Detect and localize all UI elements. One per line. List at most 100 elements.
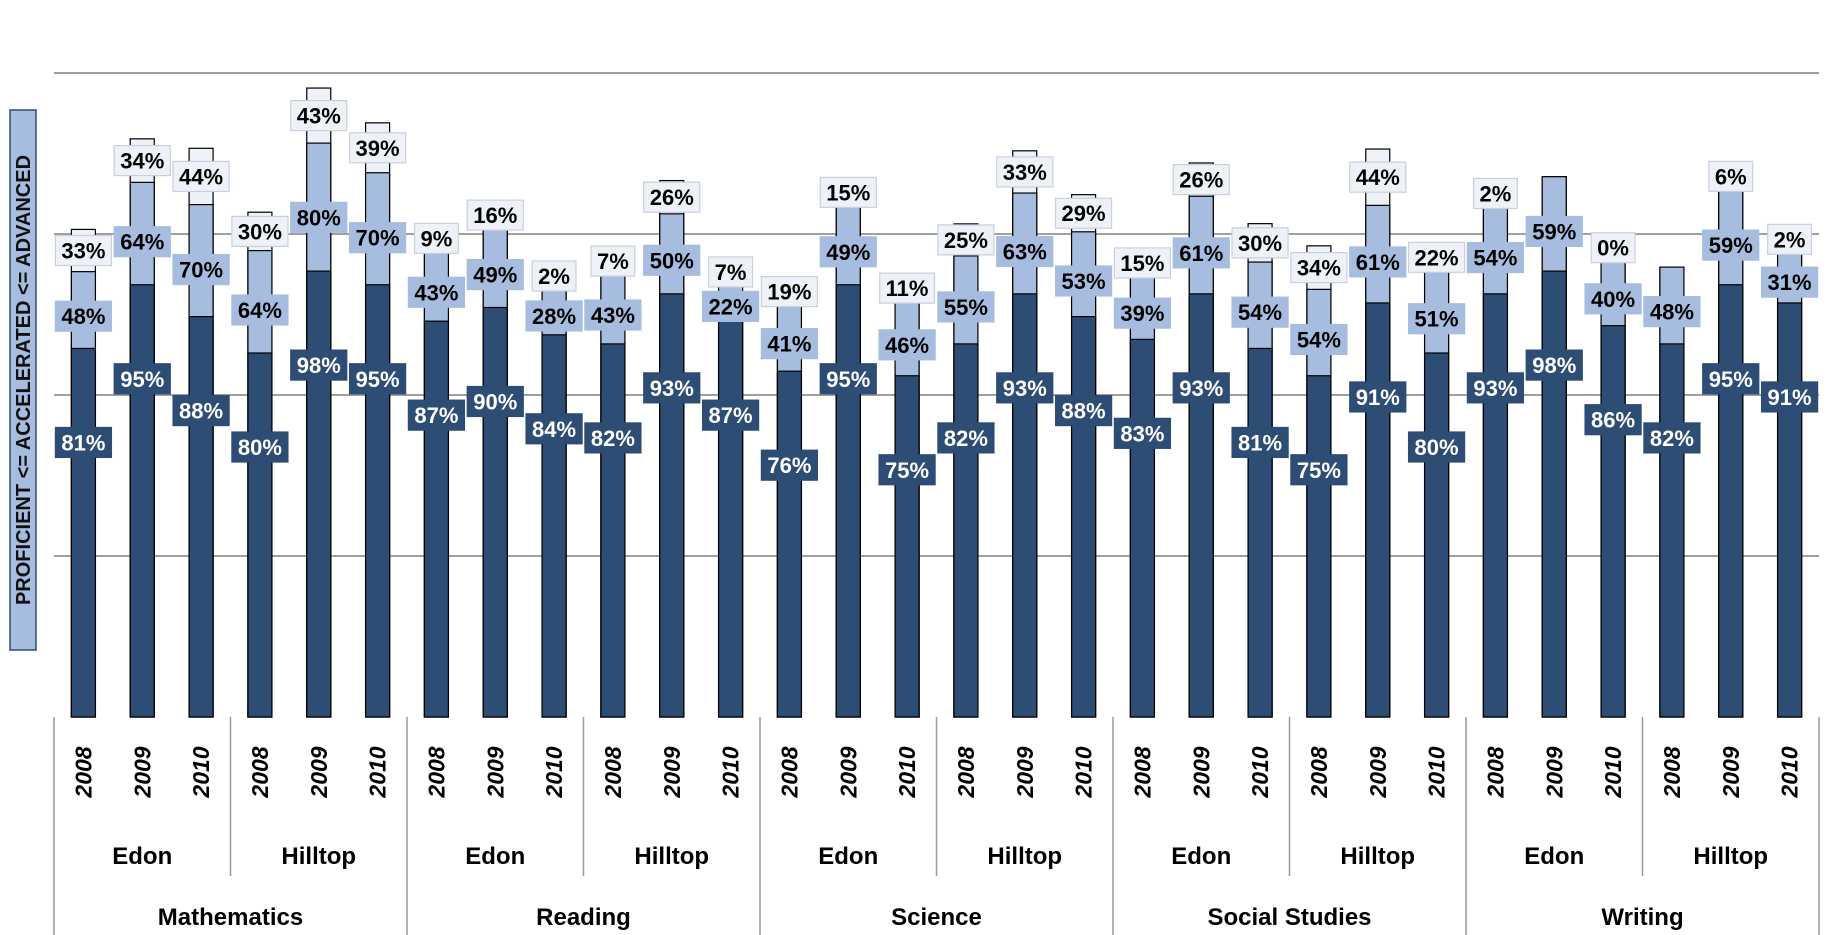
- year-tick-label: 2010: [1247, 746, 1273, 798]
- label-advanced-box: [348, 132, 407, 164]
- label-accelerated: 59%: [1525, 215, 1583, 248]
- label-accelerated-box: [348, 222, 407, 254]
- label-accelerated-text: 49%: [826, 240, 870, 265]
- label-accelerated-text: 31%: [1768, 270, 1812, 295]
- label-accelerated-text: 61%: [1179, 241, 1223, 266]
- label-accelerated-box: [1407, 303, 1466, 335]
- label-accelerated-text: 61%: [1356, 250, 1400, 275]
- label-advanced-text: 2%: [1774, 227, 1806, 252]
- y-axis-title: PROFICIENT <= ACCELERATED <= ADVANCED: [9, 109, 37, 651]
- label-proficient: 82%: [937, 422, 995, 454]
- year-tick-label: 2009: [482, 746, 508, 798]
- label-advanced-text: 29%: [1062, 201, 1106, 226]
- label-advanced-box: [54, 234, 113, 267]
- label-accelerated-box: [1760, 266, 1819, 298]
- label-accelerated: 54%: [1290, 323, 1348, 356]
- label-accelerated: 70%: [172, 253, 230, 286]
- label-accelerated-text: 43%: [414, 280, 458, 305]
- label-advanced-box: [531, 260, 577, 292]
- label-accelerated-box: [1466, 241, 1525, 274]
- bar-proficient: [1306, 375, 1332, 718]
- label-accelerated-box: [466, 258, 524, 291]
- label-accelerated-text: 51%: [1415, 307, 1459, 332]
- bar-proficient: [1070, 316, 1097, 718]
- school-label: Edon: [465, 843, 525, 870]
- label-advanced-box: [1590, 232, 1636, 264]
- label-accelerated: 31%: [1760, 266, 1819, 298]
- label-proficient: 88%: [172, 395, 230, 427]
- label-proficient-box: [1643, 422, 1701, 454]
- year-tick-label: 2009: [1718, 746, 1744, 798]
- label-accelerated: 48%: [1643, 296, 1701, 328]
- label-accelerated-box: [701, 290, 760, 322]
- label-proficient-box: [1054, 395, 1113, 427]
- label-proficient: 84%: [525, 413, 583, 445]
- label-accelerated: 51%: [1407, 303, 1466, 335]
- label-advanced: 11%: [879, 272, 936, 304]
- label-advanced-text: 39%: [356, 136, 400, 161]
- label-proficient-text: 95%: [826, 367, 870, 392]
- school-label: Hilltop: [634, 843, 709, 870]
- label-accelerated-box: [1290, 323, 1348, 356]
- label-proficient: 83%: [1113, 417, 1172, 449]
- year-tick-label: 2009: [659, 746, 685, 798]
- label-accelerated-box: [1525, 215, 1583, 248]
- label-proficient-box: [1760, 381, 1819, 413]
- label-accelerated-text: 70%: [356, 226, 400, 251]
- label-accelerated-box: [819, 236, 877, 268]
- label-proficient-box: [348, 363, 407, 395]
- label-proficient-box: [290, 349, 348, 381]
- bar-proficient: [894, 375, 920, 718]
- label-accelerated-box: [231, 294, 289, 326]
- label-accelerated-text: 41%: [767, 332, 811, 357]
- label-advanced: 34%: [113, 144, 171, 177]
- x-axis-table: 2008 2009 2010 2008 2009 2010 2008 2009 2010 2008…: [53, 717, 1820, 935]
- year-tick-label: 2008: [1306, 746, 1332, 798]
- label-advanced-box: [1349, 161, 1407, 193]
- label-advanced: 2%: [1767, 223, 1813, 255]
- label-accelerated-text: 49%: [473, 263, 517, 288]
- bar-proficient: [70, 347, 97, 718]
- label-proficient-text: 76%: [767, 453, 811, 478]
- label-proficient: 82%: [584, 422, 642, 454]
- school-label: Hilltop: [987, 843, 1062, 870]
- label-accelerated: 64%: [231, 294, 289, 326]
- label-advanced-box: [1767, 223, 1813, 255]
- label-accelerated-text: 70%: [179, 258, 223, 283]
- year-tick-label: 2008: [776, 746, 802, 798]
- label-accelerated: 61%: [1172, 237, 1230, 269]
- label-advanced-text: 0%: [1597, 236, 1629, 261]
- year-tick-label: 2008: [70, 746, 96, 798]
- label-advanced-text: 22%: [1415, 245, 1459, 270]
- label-proficient-box: [937, 422, 995, 454]
- label-accelerated: 39%: [1113, 297, 1172, 329]
- label-accelerated-box: [1349, 246, 1407, 278]
- bar-proficient: [188, 316, 214, 718]
- label-accelerated-box: [1231, 296, 1289, 328]
- label-accelerated-box: [1702, 229, 1760, 261]
- label-proficient-text: 81%: [61, 430, 105, 455]
- label-accelerated-text: 63%: [1003, 240, 1047, 265]
- year-tick-label: 2008: [953, 746, 979, 798]
- label-proficient-box: [1407, 431, 1466, 463]
- bar-proficient: [1776, 302, 1803, 718]
- label-proficient-text: 75%: [1297, 458, 1341, 483]
- label-accelerated-text: 43%: [591, 303, 635, 328]
- year-tick-label: 2009: [306, 746, 332, 798]
- label-proficient-box: [1349, 381, 1407, 413]
- label-proficient: 93%: [1466, 372, 1525, 404]
- label-advanced: 25%: [937, 224, 995, 256]
- year-tick-label: 2010: [1777, 746, 1803, 798]
- label-advanced-text: 7%: [597, 249, 629, 274]
- label-proficient: 76%: [760, 449, 819, 481]
- bar-proficient: [1129, 338, 1156, 718]
- label-accelerated-box: [878, 329, 936, 361]
- year-tick-label: 2008: [247, 746, 273, 798]
- label-advanced-box: [1054, 197, 1113, 229]
- label-advanced-box: [113, 144, 171, 177]
- label-proficient-box: [231, 431, 289, 463]
- label-advanced-text: 15%: [1120, 251, 1164, 276]
- year-tick-label: 2008: [1129, 746, 1155, 798]
- label-advanced-box: [290, 99, 348, 132]
- label-accelerated-box: [54, 300, 113, 332]
